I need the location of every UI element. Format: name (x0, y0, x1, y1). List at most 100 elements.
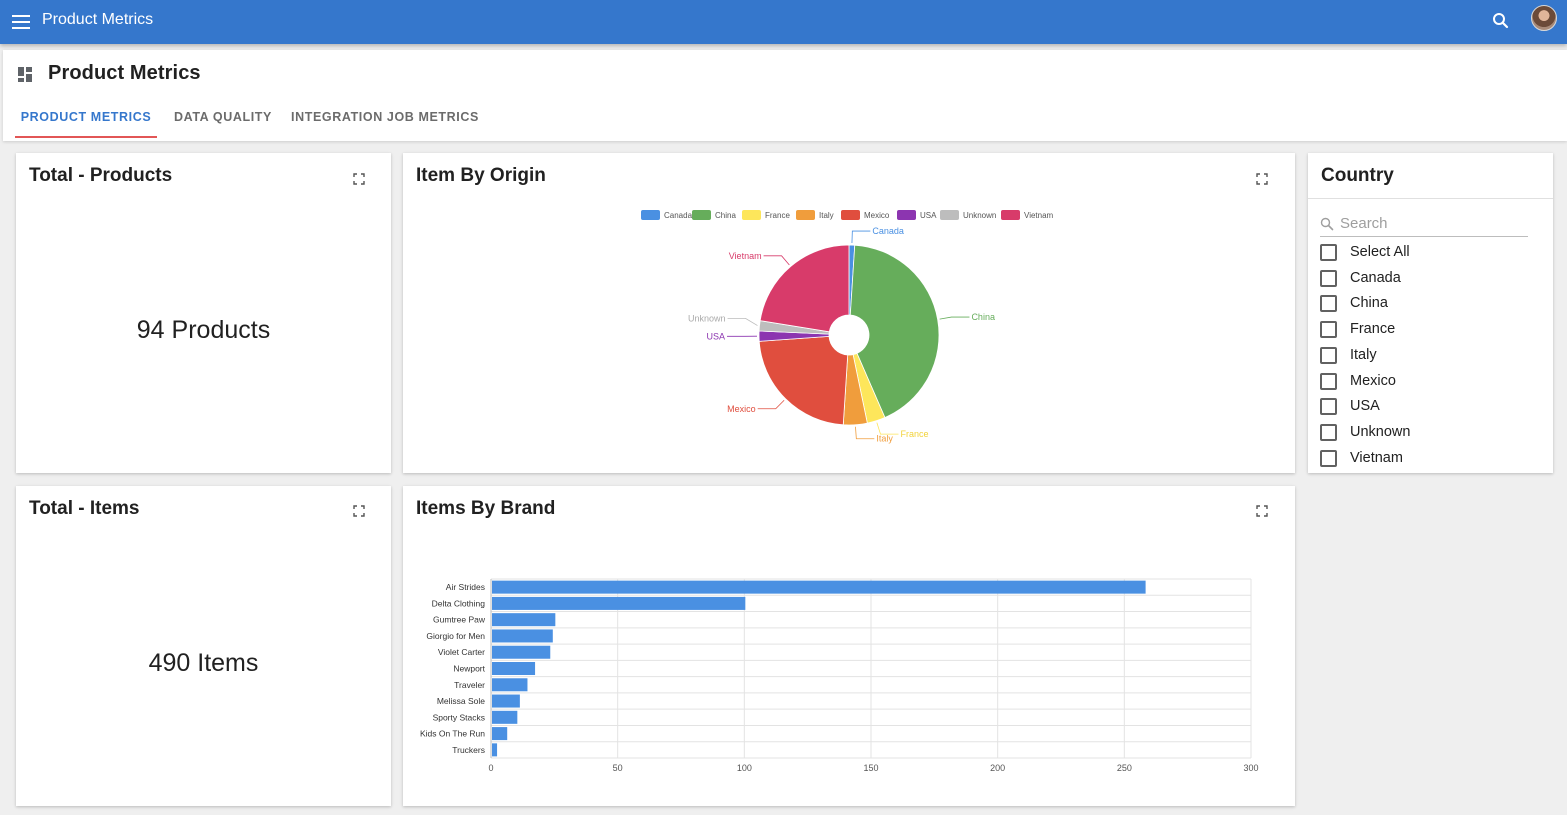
bar[interactable] (492, 645, 551, 659)
leader-line (757, 399, 785, 410)
card-title: Items By Brand (416, 498, 556, 519)
y-tick-label: Truckers (452, 745, 485, 755)
y-tick-label: Delta Clothing (432, 598, 486, 608)
slice-label: Mexico (727, 404, 756, 414)
card-title: Total - Products (29, 165, 173, 186)
app-bar: Product Metrics (0, 0, 1567, 44)
bar[interactable] (492, 678, 528, 692)
dashboard-icon (18, 67, 33, 82)
slice-label: USA (706, 331, 725, 341)
bar-chart: 0 50 100 150 200 250 300 Air Strides Delta Cloth… (420, 578, 1259, 773)
tab-product-metrics[interactable]: PRODUCT METRICS (15, 102, 157, 138)
leader-line (763, 255, 790, 266)
checkbox[interactable] (1320, 372, 1337, 390)
tab-data-quality[interactable]: DATA QUALITY (174, 110, 272, 124)
pie-slice-mexico[interactable] (758, 335, 849, 426)
fullscreen-icon[interactable] (1256, 505, 1268, 517)
legend-swatch (897, 210, 916, 220)
checkbox[interactable] (1320, 321, 1337, 339)
tab-integration-job-metrics[interactable]: INTEGRATION JOB METRICS (291, 110, 479, 124)
pie-slice-china[interactable] (849, 244, 940, 419)
x-tick-label: 0 (488, 763, 493, 773)
app-title: Product Metrics (42, 11, 154, 28)
bar[interactable] (492, 661, 536, 676)
bar[interactable] (492, 580, 1146, 594)
fullscreen-icon[interactable] (353, 173, 365, 185)
bar[interactable] (492, 694, 520, 708)
fullscreen-icon[interactable] (1256, 173, 1268, 185)
legend-label: Vietnam (1024, 211, 1054, 220)
legend-swatch (742, 210, 761, 220)
slice-label: China (971, 312, 995, 322)
bar[interactable] (492, 596, 746, 610)
pie-slice-vietnam[interactable] (759, 244, 850, 333)
slice-label: Vietnam (729, 251, 762, 261)
checkbox[interactable] (1320, 346, 1337, 364)
legend-item[interactable]: Italy (796, 210, 834, 220)
leader-line (855, 426, 875, 440)
leader-line (851, 230, 871, 244)
legend-item[interactable]: Mexico (841, 210, 890, 220)
total-products-card: Total - Products 94 Products (16, 153, 391, 473)
pie-chart: Canada China France Italy Mexico USA Unknown Vi… (641, 210, 1054, 444)
legend-label: Unknown (963, 211, 996, 220)
leader-line (727, 317, 758, 326)
slice-label: Unknown (688, 313, 726, 323)
total-items-value: 490 Items (148, 649, 259, 677)
legend-swatch (692, 210, 711, 220)
checkbox[interactable] (1320, 295, 1337, 313)
filter-header: Country (1308, 153, 1553, 199)
checkbox[interactable] (1320, 244, 1337, 261)
card-title: Item By Origin (416, 165, 546, 186)
checkbox-label: Canada (1350, 269, 1401, 286)
legend-item[interactable]: Unknown (940, 210, 996, 220)
y-tick-label: Newport (453, 664, 485, 674)
checkbox-label: Select All (1350, 244, 1410, 260)
search-icon (1320, 217, 1334, 231)
slice-label: France (901, 429, 929, 439)
legend-swatch (796, 210, 815, 220)
checkbox[interactable] (1320, 398, 1337, 416)
y-tick-label: Kids On The Run (420, 729, 485, 739)
legend-item[interactable]: Canada (641, 210, 693, 220)
page-header: Product Metrics PRODUCT METRICS DATA QUA… (3, 50, 1567, 141)
legend-swatch (1001, 210, 1020, 220)
legend-swatch (641, 210, 660, 220)
x-tick-label: 250 (1117, 763, 1132, 773)
total-products-value: 94 Products (136, 316, 271, 344)
bar[interactable] (492, 710, 518, 724)
page-title: Product Metrics (48, 62, 201, 84)
legend-label: Mexico (864, 211, 890, 220)
country-search-input[interactable] (1340, 211, 1526, 235)
legend-item[interactable]: USA (897, 210, 937, 220)
y-tick-label: Melissa Sole (437, 696, 485, 706)
item-by-origin-card: Item By Origin Canada China France Italy Mex… (403, 153, 1295, 473)
checkbox-label: France (1350, 321, 1396, 338)
leader-line (939, 316, 970, 320)
legend-label: Italy (819, 211, 834, 220)
legend-swatch (940, 210, 959, 220)
y-tick-label: Traveler (454, 680, 485, 690)
checkbox-label: Vietnam (1350, 449, 1403, 466)
checkbox[interactable] (1320, 269, 1337, 287)
legend-item[interactable]: France (742, 210, 790, 220)
bar[interactable] (492, 743, 498, 757)
bar[interactable] (492, 613, 556, 627)
x-tick-label: 50 (613, 763, 623, 773)
checkbox-label: USA (1350, 398, 1380, 415)
checkbox-label: Italy (1350, 346, 1377, 363)
bar[interactable] (492, 727, 508, 741)
menu-icon[interactable] (12, 11, 30, 33)
user-avatar[interactable] (1531, 5, 1557, 31)
leader-line (876, 422, 899, 435)
legend-swatch (841, 210, 860, 220)
checkbox-label: Mexico (1350, 372, 1396, 389)
bar[interactable] (492, 629, 553, 643)
legend-item[interactable]: China (692, 210, 736, 220)
checkbox[interactable] (1320, 423, 1337, 441)
search-icon[interactable] (1490, 10, 1512, 32)
fullscreen-icon[interactable] (353, 505, 365, 517)
legend-item[interactable]: Vietnam (1001, 210, 1054, 220)
checkbox[interactable] (1320, 449, 1337, 467)
country-filter-card: Country Select All Canada China France Italy… (1308, 153, 1553, 473)
